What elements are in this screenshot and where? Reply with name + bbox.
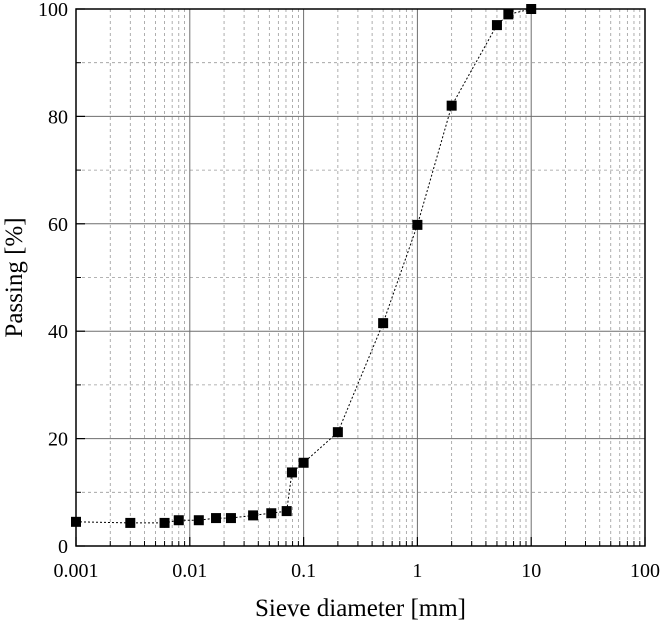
data-point [281,506,292,517]
data-point [193,515,204,526]
x-tick-label: 0.1 [291,560,316,582]
data-point [248,510,259,521]
data-point [211,513,222,524]
x-tick-label: 0.01 [172,560,207,582]
minor-grid [76,9,645,546]
data-point [286,467,297,478]
y-tick-label: 80 [48,106,68,128]
y-tick-label: 100 [38,0,68,21]
major-grid [76,9,645,546]
data-point [446,100,457,111]
data-point [298,457,309,468]
x-tick-label: 10 [521,560,541,582]
x-tick-label: 1 [412,560,422,582]
data-point [266,508,277,519]
data-point [71,516,81,527]
y-tick-label: 60 [48,214,68,236]
data-point [225,513,236,524]
data-point [491,20,502,31]
y-tick-label: 0 [58,536,68,558]
data-point [503,9,514,20]
y-tick-label: 40 [48,321,68,343]
axis-ticks [75,8,646,547]
x-tick-label: 100 [630,560,660,582]
data-point [526,4,537,14]
data-point [378,318,389,329]
x-tick-label: 0.001 [54,560,99,582]
data-points [71,4,537,528]
tick-labels: 0.001 0.01 0.1 1 10 100 0 20 40 60 80 100 [38,0,660,582]
data-point [412,219,423,230]
data-point [125,517,136,528]
y-tick-label: 20 [48,429,68,451]
data-point [159,517,170,528]
data-point [173,515,184,526]
data-point [332,427,343,438]
y-axis-title: Passing [%] [1,217,28,337]
x-axis-title: Sieve diameter [mm] [255,595,466,622]
